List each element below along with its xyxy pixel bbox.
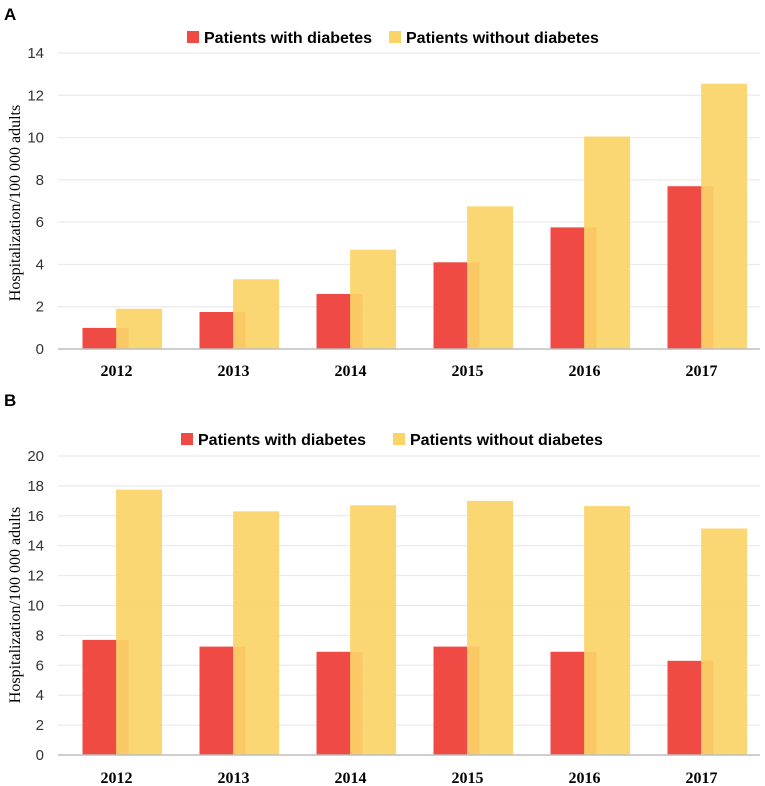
x-tick-label-b-2017: 2017 xyxy=(686,770,718,786)
bar-a-without-diabetes-2013 xyxy=(233,279,280,349)
y-tick-label-b-0: 0 xyxy=(36,747,44,764)
x-tick-label-a-2017: 2017 xyxy=(686,363,718,380)
y-tick-label-a-0: 0 xyxy=(36,341,44,358)
y-tick-label-b-16: 16 xyxy=(27,508,44,525)
panel-letter-b: B xyxy=(4,391,16,410)
legend-swatch-with-diabetes-b xyxy=(181,433,193,445)
bar-b-without-diabetes-2013 xyxy=(233,511,280,755)
y-tick-label-b-8: 8 xyxy=(36,627,44,644)
bar-b-without-diabetes-2015 xyxy=(467,500,514,755)
legend-swatch-without-diabetes-a xyxy=(389,31,401,43)
legend-swatch-with-diabetes-a xyxy=(187,31,199,43)
y-tick-label-a-4: 4 xyxy=(36,256,44,273)
bar-b-without-diabetes-2012 xyxy=(116,489,163,755)
y-tick-label-a-6: 6 xyxy=(36,214,44,231)
y-tick-label-b-10: 10 xyxy=(27,598,44,615)
bar-b-without-diabetes-2017 xyxy=(701,528,748,755)
bars-a xyxy=(82,83,748,349)
y-tick-label-b-20: 20 xyxy=(27,448,44,465)
legend-label-with-diabetes-b: Patients with diabetes xyxy=(198,432,366,449)
x-tick-label-b-2015: 2015 xyxy=(452,770,484,786)
y-tick-label-a-12: 12 xyxy=(27,87,44,104)
bar-a-without-diabetes-2017 xyxy=(701,83,748,349)
bar-a-without-diabetes-2016 xyxy=(584,136,631,349)
y-tick-label-b-14: 14 xyxy=(27,538,44,555)
y-tick-label-b-6: 6 xyxy=(36,657,44,674)
y-tick-label-a-14: 14 xyxy=(27,45,44,62)
x-tick-label-a-2013: 2013 xyxy=(218,363,250,380)
ticks-b: 0 2 4 6 8 10 12 14 16 18 20 2012 2013 2014 2015 2016 201… xyxy=(27,448,760,786)
bar-b-without-diabetes-2014 xyxy=(350,505,397,755)
y-tick-label-a-2: 2 xyxy=(36,299,44,316)
x-tick-label-b-2012: 2012 xyxy=(101,770,133,786)
legend-a: Patients with diabetes Patients without … xyxy=(187,30,599,47)
bar-a-without-diabetes-2012 xyxy=(116,308,163,349)
legend-label-without-diabetes-a: Patients without diabetes xyxy=(406,30,599,47)
legend-swatch-without-diabetes-b xyxy=(393,433,405,445)
panel-letter-a: A xyxy=(4,5,16,24)
y-axis-label-b: Hospitalization/100 000 adults xyxy=(7,507,24,703)
ticks-a: 0 2 4 6 8 10 12 14 2012 2013 2014 2015 2016 2017 xyxy=(27,45,760,380)
y-tick-label-a-8: 8 xyxy=(36,172,44,189)
bar-a-without-diabetes-2015 xyxy=(467,206,514,349)
bars-b xyxy=(82,489,748,755)
chart-panel-a: A Patients with diabetes Patients withou… xyxy=(4,5,760,380)
y-tick-label-b-12: 12 xyxy=(27,568,44,585)
x-tick-label-b-2016: 2016 xyxy=(569,770,601,786)
bar-a-without-diabetes-2014 xyxy=(350,249,397,349)
x-tick-label-a-2014: 2014 xyxy=(335,363,367,380)
x-tick-label-b-2013: 2013 xyxy=(218,770,250,786)
y-tick-label-b-18: 18 xyxy=(27,478,44,495)
legend-label-with-diabetes-a: Patients with diabetes xyxy=(204,30,372,47)
chart-panel-b: B Patients with diabetes Patients withou… xyxy=(4,391,760,786)
legend-b: Patients with diabetes Patients without … xyxy=(181,432,603,449)
x-tick-label-a-2016: 2016 xyxy=(569,363,601,380)
y-tick-label-b-2: 2 xyxy=(36,717,44,734)
x-tick-label-b-2014: 2014 xyxy=(335,770,367,786)
x-tick-label-a-2015: 2015 xyxy=(452,363,484,380)
gridlines-a xyxy=(58,52,760,308)
y-tick-label-b-4: 4 xyxy=(36,687,44,704)
legend-label-without-diabetes-b: Patients without diabetes xyxy=(410,432,603,449)
bar-b-without-diabetes-2016 xyxy=(584,506,631,755)
y-tick-label-a-10: 10 xyxy=(27,130,44,147)
x-tick-label-a-2012: 2012 xyxy=(101,363,133,380)
y-axis-label-a: Hospitalization/100 000 adults xyxy=(7,105,24,301)
gridlines-b xyxy=(58,455,760,726)
